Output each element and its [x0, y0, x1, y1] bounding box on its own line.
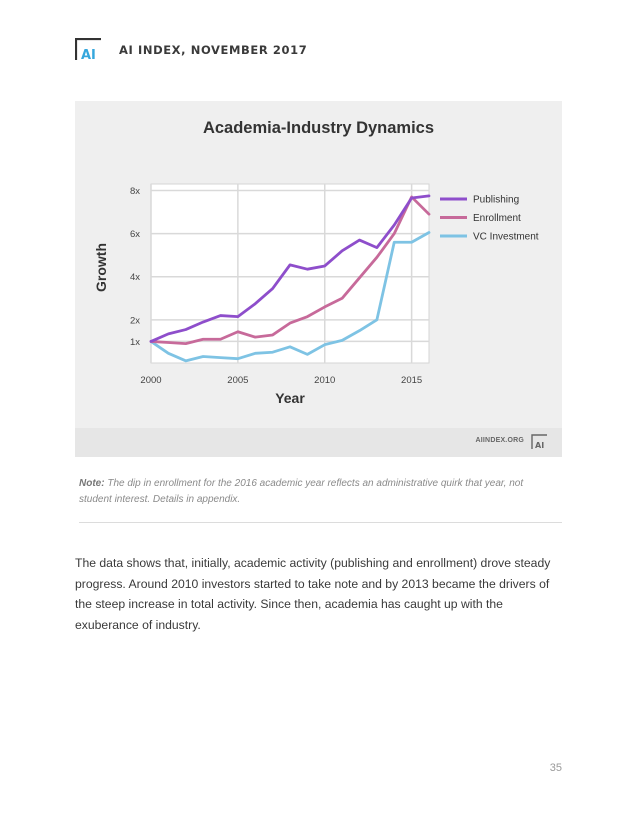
note-text: The dip in enrollment for the 2016 acade… [79, 478, 524, 505]
y-tick-label: 1x [130, 337, 140, 348]
note-label: Note: [79, 478, 105, 489]
chart-title: Academia-Industry Dynamics [202, 119, 435, 137]
x-tick-label: 2015 [401, 375, 422, 386]
chart-panel: Academia-Industry Dynamics 2000 2005 2010 2… [75, 101, 562, 457]
header-title: AI INDEX, NOVEMBER 2017 [119, 43, 308, 57]
footer-logo-text: AI [535, 441, 544, 450]
x-axis-label: Year [275, 390, 305, 406]
series-line-vc-investment [149, 231, 431, 363]
y-tick-label: 2x [130, 315, 140, 326]
legend-label: VC Investment [473, 232, 539, 243]
chart-source-label: AIINDEX.ORG [475, 437, 524, 444]
chart-footer: AIINDEX.ORG AI [75, 428, 562, 457]
x-tick-label: 2010 [314, 375, 335, 386]
line-chart: 2000 2005 2010 2015 1x 2x 4x 6x 8x Year Growth Publ… [93, 183, 539, 406]
legend-label: Enrollment [473, 213, 521, 224]
divider [79, 522, 562, 523]
y-tick-label: 8x [130, 186, 140, 197]
y-tick-label: 6x [130, 229, 140, 240]
body-paragraph: The data shows that, initially, academic… [75, 556, 551, 633]
chart-note: Note: The dip in enrollment for the 2016… [79, 476, 549, 508]
ai-index-logo-icon: AI [75, 38, 101, 62]
series-line-publishing [149, 194, 431, 343]
page-number: 35 [549, 762, 562, 774]
page-header: AI AI INDEX, NOVEMBER 2017 [75, 38, 307, 62]
logo-text: AI [81, 48, 96, 62]
plot-area [150, 183, 430, 364]
y-tick-label: 4x [130, 272, 140, 283]
x-tick-label: 2000 [140, 375, 161, 386]
y-axis-label: Growth [93, 243, 109, 292]
series-line-enrollment [149, 195, 431, 345]
ai-index-small-logo-icon: AI [531, 434, 547, 450]
legend-label: Publishing [473, 195, 519, 206]
x-tick-label: 2005 [227, 375, 248, 386]
